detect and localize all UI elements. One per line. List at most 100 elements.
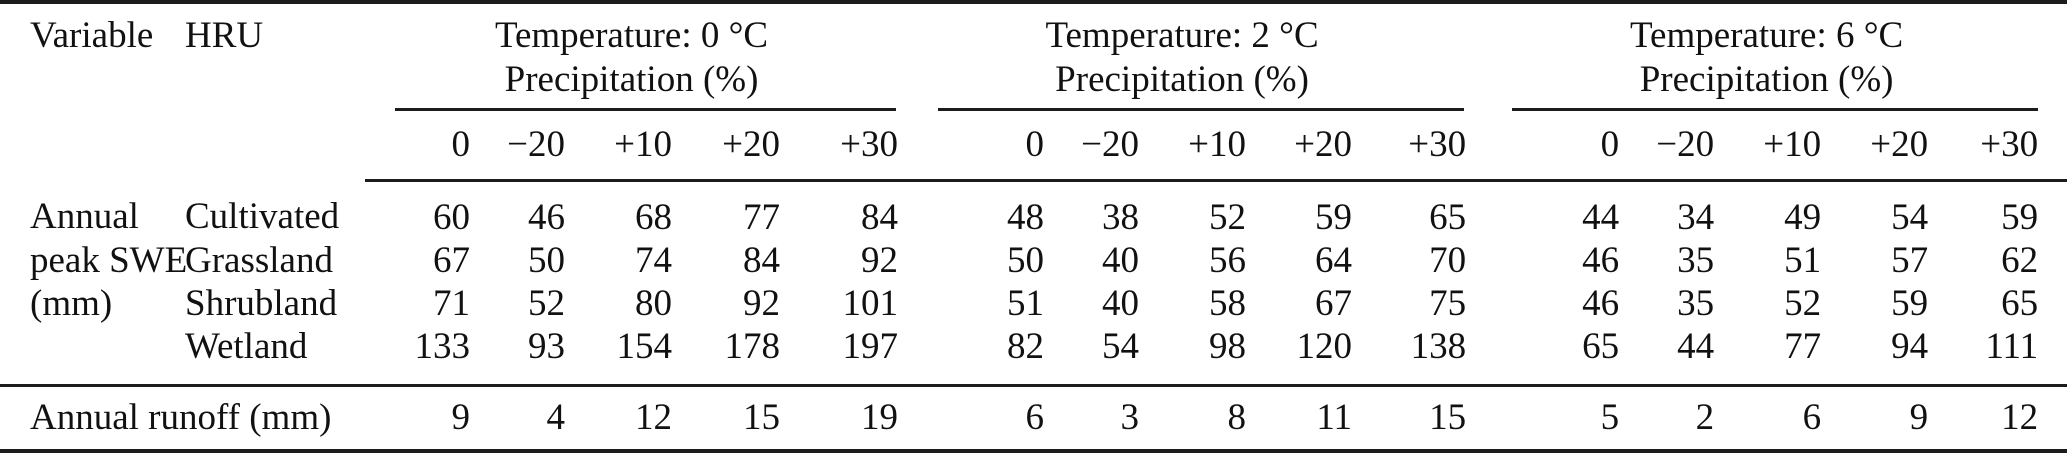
runoff-value-cell: 12 bbox=[2001, 397, 2039, 439]
runoff-value-cell: 12 bbox=[635, 397, 672, 439]
annual-runoff-row: Annual runoff (mm) 9 4 12 15 19 6 3 8 11… bbox=[0, 385, 2067, 451]
swe-value-cell: 92 bbox=[743, 282, 780, 324]
swe-value-cell: 67 bbox=[433, 239, 470, 281]
temp2-precip-label: Precipitation (%) bbox=[1055, 59, 1309, 100]
temp6-group-rule bbox=[1512, 108, 2039, 111]
runoff-value-cell: 3 bbox=[1120, 397, 1140, 439]
subcol-header: +30 bbox=[780, 111, 899, 182]
swe-row-shrubland: (mm) Shrubland 71 52 80 92 101 51 40 58 … bbox=[0, 282, 2067, 325]
swe-value-cell: 57 bbox=[1891, 239, 1929, 281]
swe-value-cell: 71 bbox=[433, 282, 470, 324]
table-header-row: Variable HRU Temperature: 0 °C Precipita… bbox=[0, 2, 2067, 111]
variable-label-line bbox=[0, 324, 185, 387]
swe-value-cell: 59 bbox=[1891, 282, 1929, 324]
subcol-header: −20 bbox=[1619, 111, 1715, 182]
swe-value-cell: 84 bbox=[743, 239, 780, 281]
runoff-value-cell: 6 bbox=[1802, 397, 1822, 439]
subcol-header: −20 bbox=[470, 111, 565, 182]
runoff-value-cell: 5 bbox=[1600, 397, 1620, 439]
subcol-header: +20 bbox=[1246, 111, 1353, 182]
subcol-header: −20 bbox=[1044, 111, 1140, 182]
swe-value-cell: 77 bbox=[1714, 324, 1822, 387]
runoff-value-cell: 15 bbox=[1429, 397, 1467, 439]
swe-value-cell: 65 bbox=[2001, 282, 2039, 324]
runoff-value-cell: 4 bbox=[546, 397, 566, 439]
swe-value-cell: 70 bbox=[1429, 239, 1467, 281]
subcol-header: 0 bbox=[1466, 111, 1620, 182]
subcol-header: +10 bbox=[1714, 111, 1822, 182]
swe-value-cell: 54 bbox=[1891, 196, 1929, 238]
swe-value-cell: 50 bbox=[1007, 239, 1045, 281]
swe-row-cultivated: Annual Cultivated 60 46 68 77 84 48 38 5… bbox=[0, 180, 2067, 239]
swe-value-cell: 120 bbox=[1246, 324, 1353, 387]
precipitation-subheader-row: 0 −20 +10 +20 +30 0 −20 +10 +20 +30 0 −2… bbox=[0, 111, 2067, 182]
swe-value-cell: 68 bbox=[635, 196, 672, 238]
temp2-group-rule bbox=[938, 108, 1465, 111]
swe-value-cell: 52 bbox=[1209, 196, 1247, 238]
swe-value-cell: 60 bbox=[433, 196, 470, 238]
group-header-temp0: Temperature: 0 °C Precipitation (%) bbox=[365, 2, 898, 111]
temp0-title: Temperature: 0 °C bbox=[494, 15, 769, 56]
subcol-header: +30 bbox=[1352, 111, 1467, 182]
subcol-header: 0 bbox=[365, 111, 470, 182]
swe-value-cell: 75 bbox=[1429, 282, 1467, 324]
swe-value-cell: 38 bbox=[1102, 196, 1140, 238]
swe-value-cell: 46 bbox=[1582, 282, 1620, 324]
hru-column-header: HRU bbox=[185, 15, 264, 56]
swe-value-cell: 44 bbox=[1582, 196, 1620, 238]
swe-value-cell: 92 bbox=[861, 239, 899, 281]
swe-value-cell: 62 bbox=[2001, 239, 2039, 281]
runoff-value-cell: 11 bbox=[1316, 397, 1353, 439]
swe-value-cell: 54 bbox=[1044, 324, 1140, 387]
runoff-value-cell: 8 bbox=[1227, 397, 1247, 439]
swe-value-cell: 197 bbox=[780, 324, 899, 387]
swe-value-cell: 82 bbox=[898, 324, 1045, 387]
swe-value-cell: 111 bbox=[1928, 324, 2067, 387]
hru-cell: Cultivated bbox=[185, 195, 340, 237]
swe-value-cell: 50 bbox=[528, 239, 565, 281]
subcol-header: +10 bbox=[565, 111, 672, 182]
swe-value-cell: 56 bbox=[1209, 239, 1247, 281]
runoff-value-cell: 2 bbox=[1695, 397, 1715, 439]
swe-value-cell: 133 bbox=[365, 324, 470, 387]
temp0-group-rule bbox=[395, 108, 897, 111]
subcol-header: +20 bbox=[1821, 111, 1929, 182]
runoff-value-cell: 9 bbox=[1909, 397, 1929, 439]
subcol-header: +20 bbox=[672, 111, 780, 182]
swe-value-cell: 59 bbox=[2001, 196, 2039, 238]
swe-value-cell: 138 bbox=[1352, 324, 1467, 387]
swe-value-cell: 49 bbox=[1784, 196, 1822, 238]
swe-value-cell: 65 bbox=[1466, 324, 1620, 387]
swe-row-grassland: peak SWE Grassland 67 50 74 84 92 50 40 … bbox=[0, 239, 2067, 282]
subcol-header: 0 bbox=[898, 111, 1045, 182]
hru-cell: Wetland bbox=[185, 324, 365, 387]
swe-value-cell: 40 bbox=[1102, 282, 1140, 324]
swe-value-cell: 52 bbox=[528, 282, 565, 324]
temp6-precip-label: Precipitation (%) bbox=[1639, 59, 1894, 100]
hru-cell: Shrubland bbox=[185, 282, 338, 324]
variable-label-line: peak SWE bbox=[30, 239, 188, 281]
swe-value-cell: 40 bbox=[1102, 239, 1140, 281]
temp2-title: Temperature: 2 °C bbox=[1045, 15, 1319, 56]
swe-value-cell: 101 bbox=[842, 282, 899, 324]
runoff-value-cell: 6 bbox=[1025, 397, 1045, 439]
swe-value-cell: 44 bbox=[1619, 324, 1715, 387]
group-header-temp6: Temperature: 6 °C Precipitation (%) bbox=[1466, 2, 2067, 111]
variable-label-line: Annual bbox=[30, 195, 139, 237]
subcol-header: +10 bbox=[1139, 111, 1247, 182]
swe-value-cell: 65 bbox=[1429, 196, 1467, 238]
swe-value-cell: 80 bbox=[635, 282, 672, 324]
swe-value-cell: 35 bbox=[1677, 282, 1715, 324]
variable-label-line: (mm) bbox=[30, 282, 113, 324]
variable-column-header: Variable bbox=[30, 15, 154, 56]
swe-row-wetland: Wetland 133 93 154 178 197 82 54 98 120 … bbox=[0, 324, 2067, 387]
temp6-title: Temperature: 6 °C bbox=[1630, 15, 1904, 56]
swe-value-cell: 154 bbox=[565, 324, 672, 387]
swe-value-cell: 46 bbox=[1582, 239, 1620, 281]
runoff-value-cell: 19 bbox=[861, 397, 899, 439]
swe-value-cell: 59 bbox=[1315, 196, 1353, 238]
swe-value-cell: 84 bbox=[861, 196, 899, 238]
swe-value-cell: 98 bbox=[1139, 324, 1247, 387]
hru-cell: Grassland bbox=[185, 239, 333, 281]
